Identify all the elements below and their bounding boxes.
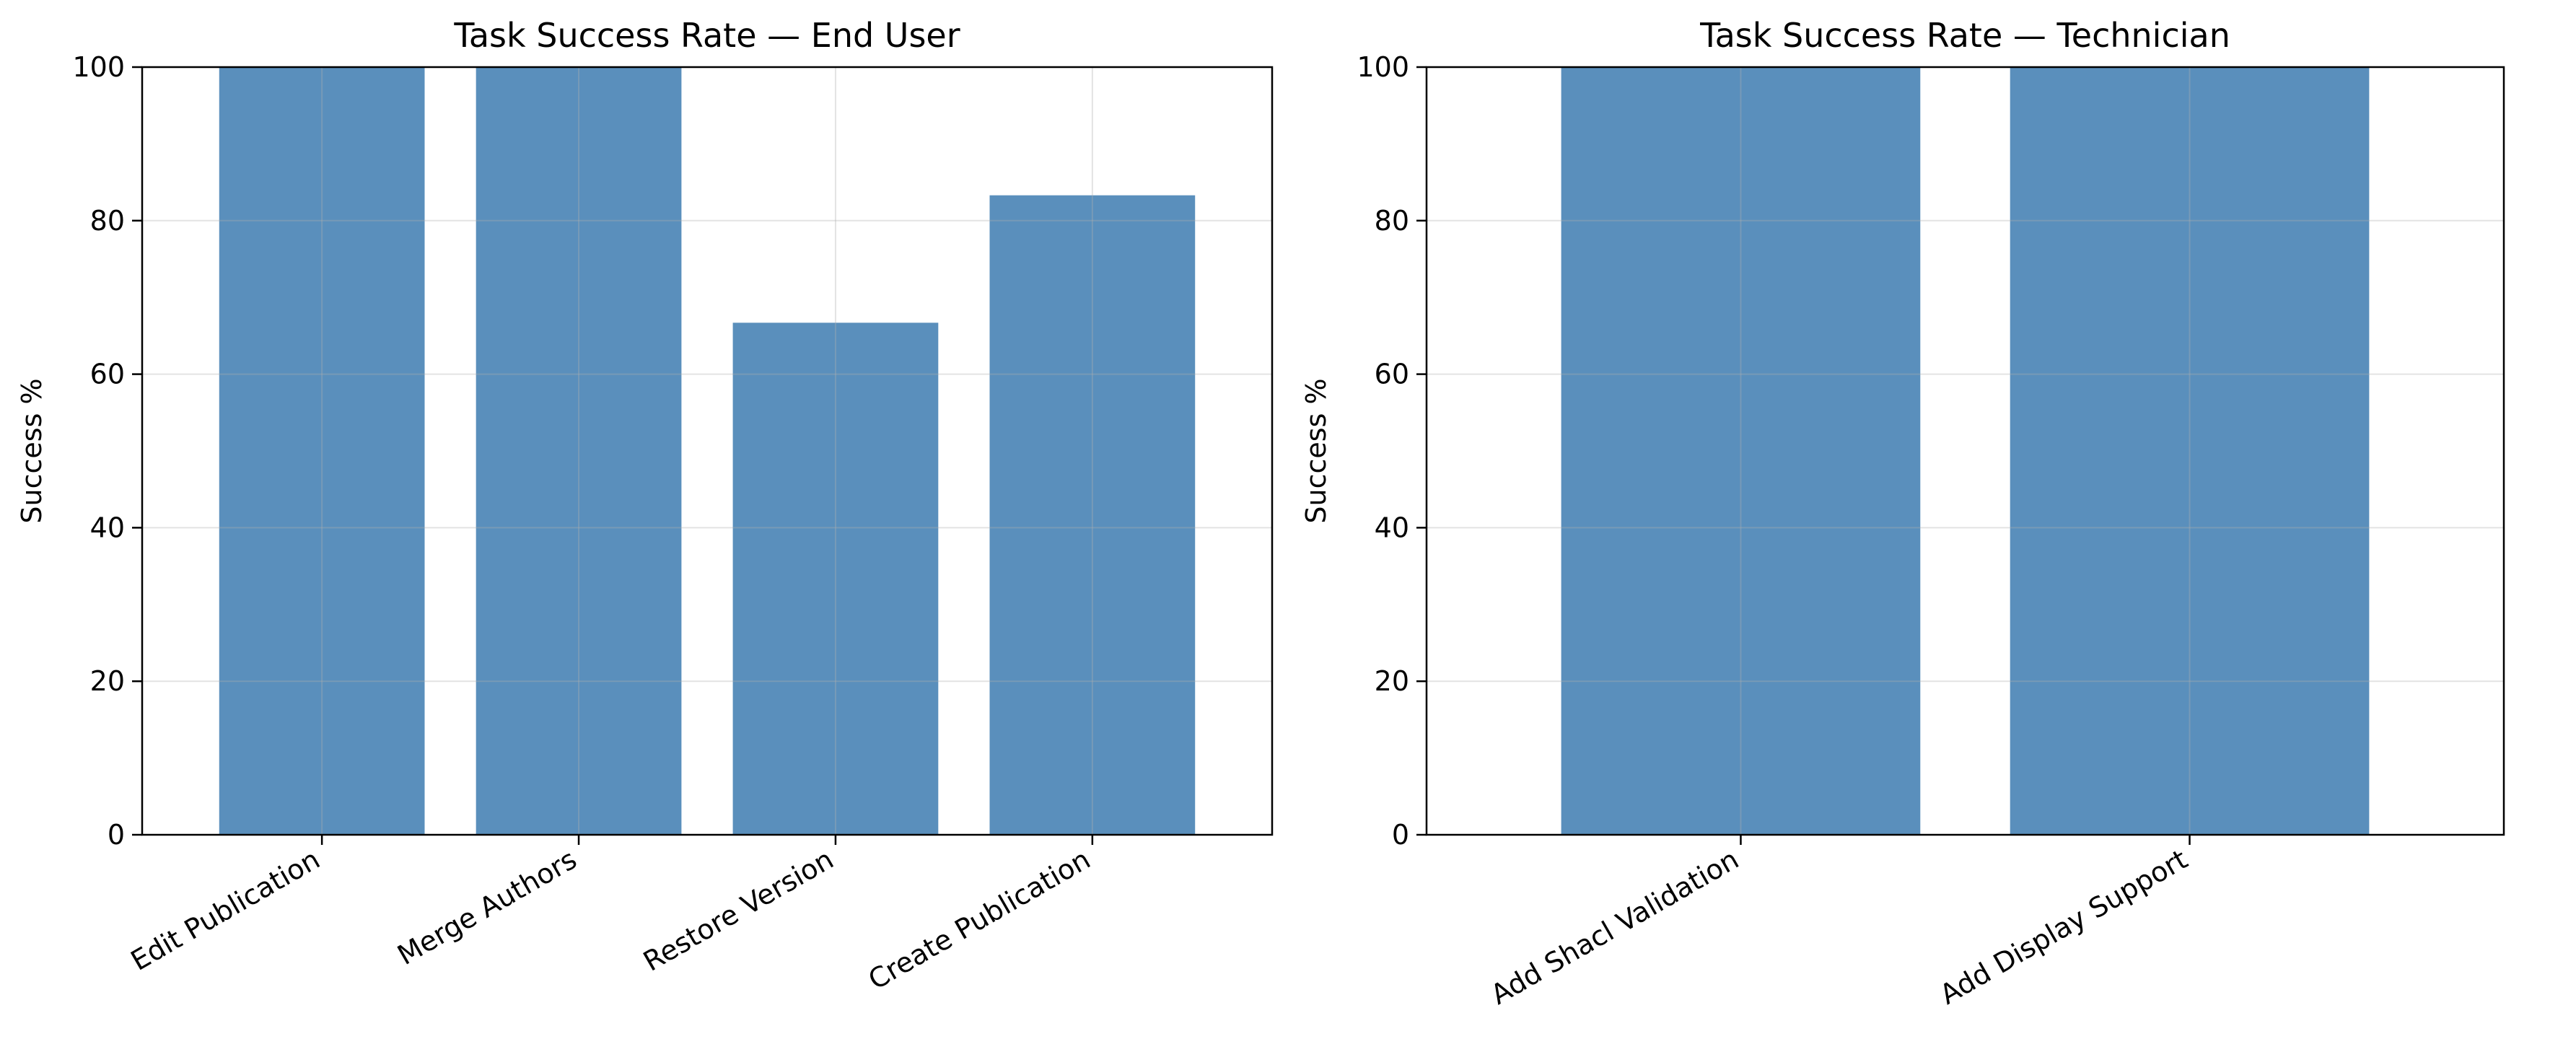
y-axis-label: Success % <box>1300 378 1332 523</box>
x-tick-label: Add Shacl Validation <box>1486 843 1744 1011</box>
bar-2 <box>2010 67 2370 835</box>
bar-2 <box>476 67 682 835</box>
axes-frame <box>141 66 1274 836</box>
axes-frame <box>1425 66 2505 836</box>
y-tick-label: 100 <box>72 51 125 83</box>
y-tick-label: 60 <box>1375 359 1409 390</box>
x-tick-label: Merge Authors <box>392 843 582 971</box>
bar-4 <box>989 195 1196 835</box>
y-tick-label: 80 <box>90 205 125 237</box>
bar-3 <box>732 323 939 835</box>
y-tick-label: 40 <box>90 512 125 543</box>
bar-1 <box>219 67 425 835</box>
y-tick-label: 20 <box>90 665 125 697</box>
y-tick-label: 0 <box>108 819 125 851</box>
x-tick-label: Edit Publication <box>126 843 325 977</box>
chart-title: Task Success Rate — Technician <box>1699 16 2230 55</box>
x-tick-label: Add Display Support <box>1935 843 2193 1011</box>
chart-panel-1: 0 20 40 60 80 100 Edit Publication Merge Author… <box>16 16 1274 996</box>
y-tick-label: 60 <box>90 359 125 390</box>
bar-1 <box>1561 67 1921 835</box>
chart-panel-2: 0 20 40 60 80 100 Add Shacl Validation Add Disp… <box>1300 16 2505 1011</box>
y-tick-label: 80 <box>1375 205 1409 237</box>
x-tick-label: Create Publication <box>863 843 1095 996</box>
y-axis-label: Success % <box>16 378 48 523</box>
x-tick-label: Restore Version <box>638 843 838 978</box>
y-tick-label: 40 <box>1375 512 1409 543</box>
chart-title: Task Success Rate — End User <box>453 16 960 55</box>
y-tick-label: 0 <box>1392 819 1409 851</box>
y-tick-label: 100 <box>1357 51 1409 83</box>
y-tick-label: 20 <box>1375 665 1409 697</box>
